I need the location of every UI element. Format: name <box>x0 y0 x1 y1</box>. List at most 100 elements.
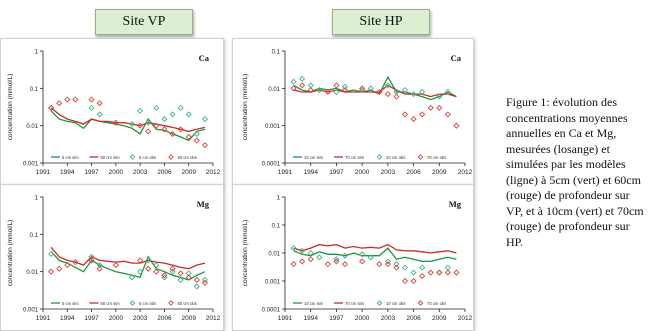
obs-point <box>359 85 366 92</box>
obs-point <box>436 104 443 111</box>
obs-point <box>290 261 297 268</box>
y-tick-label: 0.01 <box>26 270 38 276</box>
legend-swatch <box>129 300 136 306</box>
legend-swatch <box>376 300 383 306</box>
y-axis-label: concentration (mmol/L) <box>242 220 249 286</box>
x-tick-label: 1997 <box>329 315 344 322</box>
obs-point <box>324 88 331 95</box>
obs-point <box>359 258 366 265</box>
y-tick-label: 0.01 <box>268 87 280 93</box>
element-label: Mg <box>197 199 210 209</box>
legend-label: 10 cm sim <box>304 301 324 306</box>
obs-point <box>153 104 160 111</box>
obs-point <box>427 104 434 111</box>
y-tick-label: 0.001 <box>23 308 39 314</box>
series-line-70-cm-sim <box>293 84 457 98</box>
obs-point <box>48 104 55 111</box>
x-tick-label: 1991 <box>278 315 293 322</box>
obs-point <box>201 116 208 123</box>
obs-point <box>341 261 349 268</box>
obs-point <box>137 122 144 129</box>
x-tick-label: 2009 <box>181 169 196 176</box>
x-tick-label: 2012 <box>458 315 473 322</box>
x-tick-label: 2009 <box>432 169 447 176</box>
obs-point <box>316 87 323 94</box>
legend-label: 60 cm obs <box>178 155 197 160</box>
obs-point <box>64 262 71 269</box>
obs-point <box>96 262 103 269</box>
obs-point <box>453 122 460 129</box>
obs-point <box>393 264 400 271</box>
x-tick-label: 2003 <box>133 169 148 176</box>
obs-point <box>307 87 314 94</box>
x-tick-label: 2012 <box>458 169 473 176</box>
x-tick-label: 2000 <box>355 169 370 176</box>
site-vp-tab: Site VP <box>95 9 193 35</box>
obs-point <box>153 262 160 269</box>
obs-point <box>333 258 340 265</box>
obs-point <box>96 111 103 118</box>
obs-point <box>419 111 426 118</box>
obs-point <box>56 100 63 107</box>
obs-point <box>401 111 409 118</box>
site-hp-tab: Site HP <box>332 9 430 35</box>
y-tick-label: 0.01 <box>26 124 38 130</box>
obs-point <box>419 273 426 280</box>
series-line-10-cm-sim <box>293 247 457 263</box>
obs-point <box>436 269 443 276</box>
legend-swatch <box>417 154 424 160</box>
obs-point <box>72 259 79 266</box>
y-tick-label: 0.01 <box>268 252 280 258</box>
x-tick-label: 1991 <box>36 169 51 176</box>
obs-point <box>384 258 391 265</box>
y-axis-label: concentration (mmol/L) <box>7 220 14 286</box>
x-tick-label: 1994 <box>60 169 75 176</box>
legend-label: 60 cm obs <box>178 301 197 306</box>
chart-panel-ca-hp: 0.0001 0.001 0.01 0.1 1991 1994 1997 2000 2003 20… <box>232 38 474 185</box>
obs-point <box>137 107 144 114</box>
obs-point <box>185 133 192 140</box>
obs-point <box>201 279 208 286</box>
obs-point <box>341 87 349 94</box>
obs-point <box>88 96 95 103</box>
obs-point <box>419 88 426 95</box>
series-line-70-cm-sim <box>293 243 457 254</box>
obs-point <box>137 268 144 275</box>
x-tick-label: 1994 <box>303 169 318 176</box>
obs-point <box>384 91 391 98</box>
obs-point <box>436 93 443 100</box>
obs-point <box>129 274 136 281</box>
obs-point <box>137 257 144 264</box>
obs-point <box>153 268 160 275</box>
obs-point <box>193 283 200 290</box>
obs-point <box>177 270 184 277</box>
legend-label: 70 cm sim <box>345 301 365 306</box>
obs-point <box>393 93 400 100</box>
legend-swatch <box>129 154 136 160</box>
x-tick-label: 2006 <box>406 315 421 322</box>
y-tick-label: 0.1 <box>272 224 281 230</box>
obs-point <box>367 85 374 92</box>
y-tick-label: 0.1 <box>30 233 39 239</box>
legend-swatch <box>376 154 383 160</box>
chart-panel-ca-vp: 0.001 0.01 0.1 1 1991 1994 1997 2000 2003 2006 200… <box>0 38 224 185</box>
obs-point <box>169 265 176 272</box>
obs-point <box>145 265 152 272</box>
obs-point <box>299 258 306 265</box>
obs-point <box>401 87 409 94</box>
obs-point <box>145 119 152 126</box>
obs-point <box>145 257 152 264</box>
y-tick-label: 0.1 <box>272 50 281 56</box>
obs-point <box>88 104 95 111</box>
obs-point <box>96 265 103 272</box>
chart-panel-mg-vp: 0.001 0.01 0.1 1 1991 1994 1997 2000 2003 2006 200… <box>0 184 224 331</box>
x-tick-label: 2012 <box>206 169 221 176</box>
y-tick-label: 1 <box>277 196 281 202</box>
legend-label: 60 cm sim <box>101 155 121 160</box>
obs-point <box>169 268 176 275</box>
x-tick-label: 1997 <box>84 169 99 176</box>
obs-point <box>177 126 184 133</box>
obs-point <box>290 85 297 92</box>
x-tick-label: 2003 <box>381 315 396 322</box>
obs-point <box>299 75 306 82</box>
